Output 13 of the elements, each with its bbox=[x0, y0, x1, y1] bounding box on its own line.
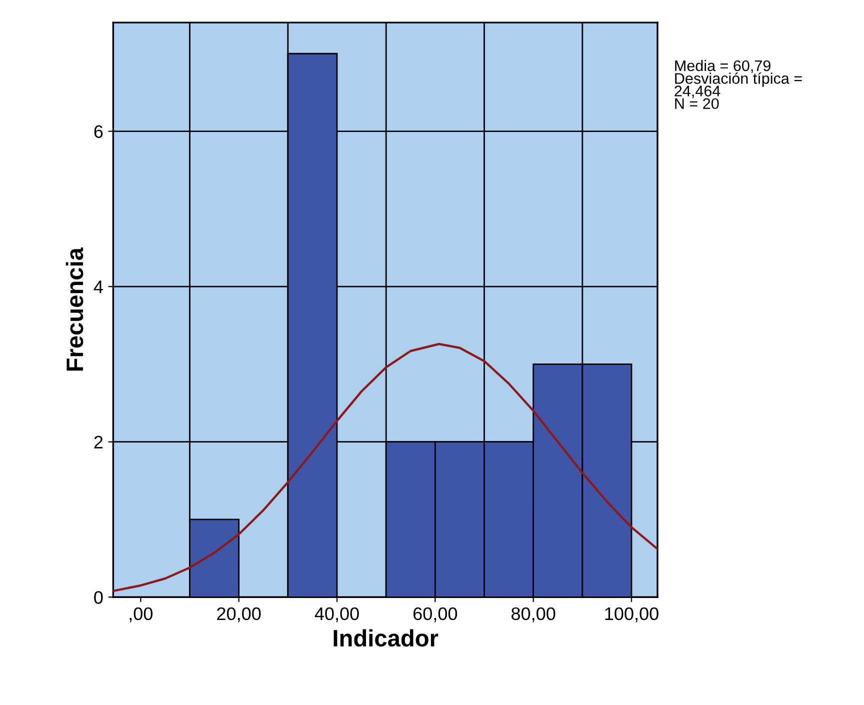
x-tick-label: 100,00 bbox=[605, 607, 658, 622]
y-tick-label: 6 bbox=[94, 125, 103, 138]
x-tick-label: 80,00 bbox=[512, 607, 556, 622]
x-tick-label: 20,00 bbox=[217, 607, 261, 622]
y-tick-label: 2 bbox=[94, 436, 103, 448]
x-tick-label: ,00 bbox=[130, 607, 153, 622]
y-axis-title: Frecuencia bbox=[66, 247, 84, 371]
x-tick-label: 40,00 bbox=[314, 607, 359, 622]
y-tick-label: 0 bbox=[94, 591, 103, 604]
x-axis-title: Indicador bbox=[334, 629, 438, 647]
text: Media = 60,79 Desviación típica = 24,464 N = 20 bbox=[674, 60, 802, 110]
x-tick-label: 60,00 bbox=[413, 607, 458, 622]
y-tick-label: 4 bbox=[94, 280, 103, 294]
